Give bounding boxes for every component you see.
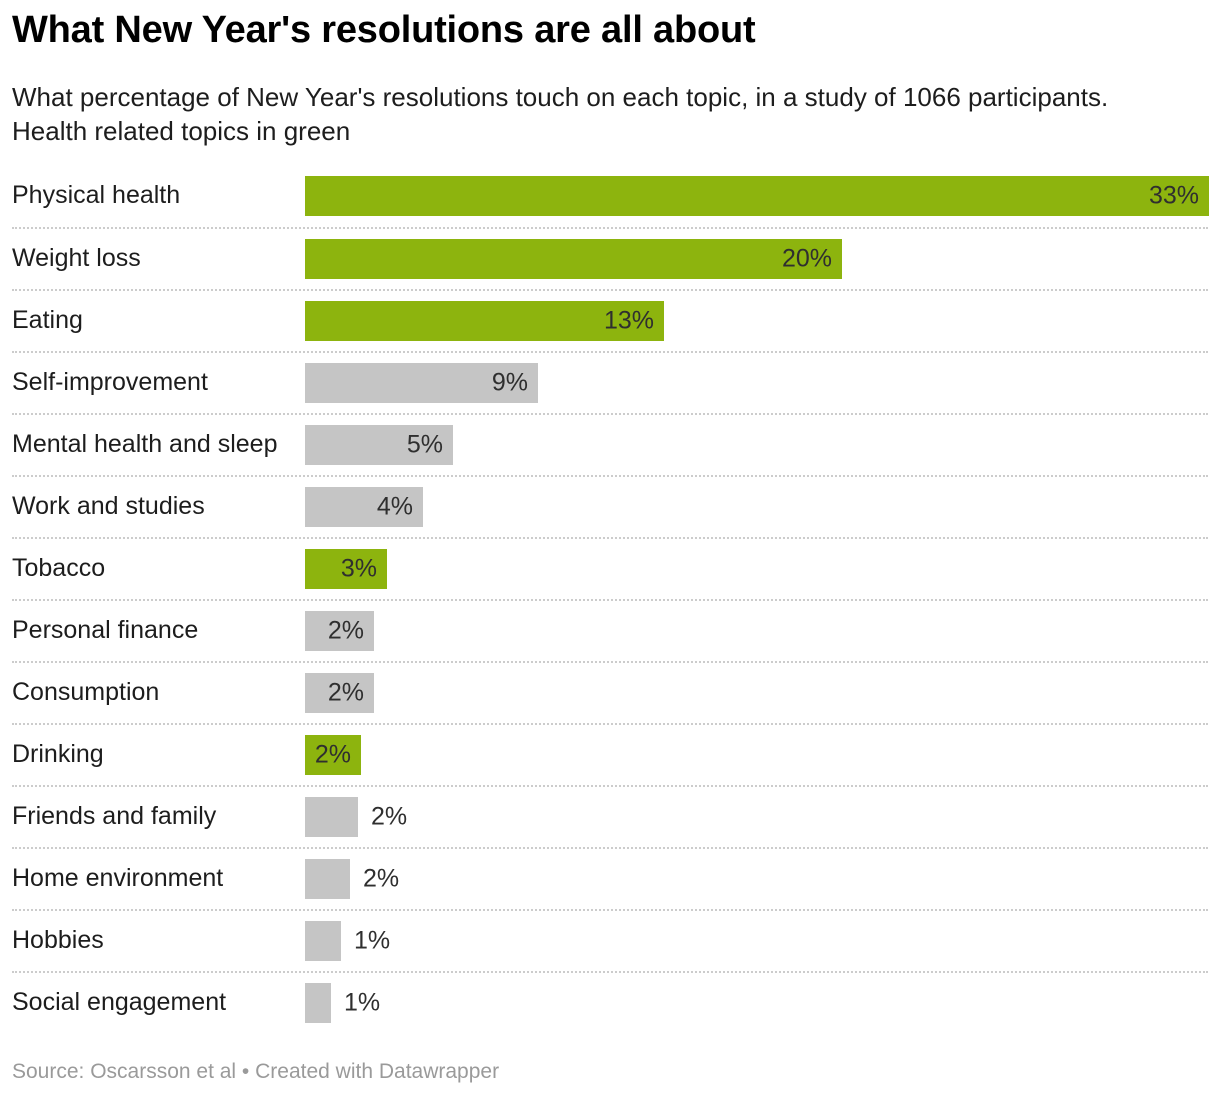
chart-row: Eating 13% — [12, 288, 1208, 351]
bar-track: 3% — [305, 548, 1208, 589]
bar-track: 20% — [305, 238, 1208, 279]
chart-row: Tobacco 3% — [12, 536, 1208, 599]
chart-row: Consumption 2% — [12, 660, 1208, 723]
value-label: 1% — [354, 926, 391, 955]
value-label: 2% — [327, 616, 364, 645]
bar-other-topic: 1% — [305, 920, 390, 961]
chart-title: What New Year's resolutions are all abou… — [12, 9, 756, 51]
value-label: 33% — [1148, 181, 1199, 210]
chart-row: Social engagement 1% — [12, 970, 1208, 1033]
bar-track: 1% — [305, 920, 1208, 961]
value-label: 5% — [406, 430, 443, 459]
value-label: 13% — [603, 306, 654, 335]
chart-container: What New Year's resolutions are all abou… — [12, 8, 1209, 1085]
value-label: 2% — [371, 802, 408, 831]
chart-subtitle: What percentage of New Year's resolution… — [12, 81, 1109, 146]
bar-other-topic: 2% — [305, 796, 407, 837]
bar-track: 2% — [305, 858, 1208, 899]
category-label: Eating — [12, 306, 83, 335]
bar-track: 9% — [305, 362, 1208, 403]
bar-health-topic: 33% — [305, 175, 1209, 216]
value-label: 4% — [376, 492, 413, 521]
bar-track: 2% — [305, 734, 1208, 775]
category-label: Physical health — [12, 181, 181, 210]
chart-row: Self-improvement 9% — [12, 350, 1208, 413]
chart-row: Hobbies 1% — [12, 908, 1208, 971]
category-label: Hobbies — [12, 926, 104, 955]
bar-track: 1% — [305, 982, 1208, 1023]
bar-track: 5% — [305, 424, 1208, 465]
chart-row: Home environment 2% — [12, 846, 1208, 909]
value-label: 3% — [340, 554, 377, 583]
category-label: Mental health and sleep — [12, 430, 278, 459]
bar-track: 4% — [305, 486, 1208, 527]
bar-health-topic: 20% — [305, 238, 842, 279]
bar-track: 2% — [305, 672, 1208, 713]
bar-other-topic: 2% — [305, 672, 374, 713]
bar-track: 2% — [305, 796, 1208, 837]
chart-row: Mental health and sleep 5% — [12, 412, 1208, 475]
bar-health-topic: 2% — [305, 734, 361, 775]
category-label: Drinking — [12, 740, 104, 769]
category-label: Work and studies — [12, 492, 205, 521]
bar-other-topic: 2% — [305, 858, 399, 899]
chart-row: Weight loss 20% — [12, 226, 1208, 289]
category-label: Tobacco — [12, 554, 106, 583]
bar-chart: Physical health 33% Weight loss 20% Eating 13… — [12, 165, 1209, 1033]
bar-other-topic: 5% — [305, 424, 453, 465]
value-label: 2% — [327, 678, 364, 707]
bar-health-topic: 3% — [305, 548, 387, 589]
bar-other-topic: 1% — [305, 982, 380, 1023]
bar-track: 33% — [305, 175, 1209, 216]
value-label: 20% — [781, 244, 832, 273]
bar-track: 2% — [305, 610, 1208, 651]
value-label: 2% — [363, 864, 400, 893]
chart-row: Drinking 2% — [12, 722, 1208, 785]
value-label: 2% — [314, 740, 351, 769]
category-label: Weight loss — [12, 244, 141, 273]
category-label: Self-improvement — [12, 368, 208, 397]
category-label: Home environment — [12, 864, 224, 893]
category-label: Personal finance — [12, 616, 199, 645]
bar-track: 13% — [305, 300, 1208, 341]
category-label: Social engagement — [12, 988, 227, 1017]
bar-other-topic: 2% — [305, 610, 374, 651]
value-label: 1% — [344, 988, 381, 1017]
bar-other-topic: 4% — [305, 486, 423, 527]
chart-row: Personal finance 2% — [12, 598, 1208, 661]
category-label: Consumption — [12, 678, 160, 707]
value-label: 9% — [491, 368, 528, 397]
chart-row: Friends and family 2% — [12, 784, 1208, 847]
source-attribution: Source: Oscarsson et al • Created with D… — [12, 1059, 500, 1083]
bar-health-topic: 13% — [305, 300, 664, 341]
chart-row: Work and studies 4% — [12, 474, 1208, 537]
chart-row: Physical health 33% — [12, 165, 1209, 227]
bar-other-topic: 9% — [305, 362, 538, 403]
category-label: Friends and family — [12, 802, 217, 831]
